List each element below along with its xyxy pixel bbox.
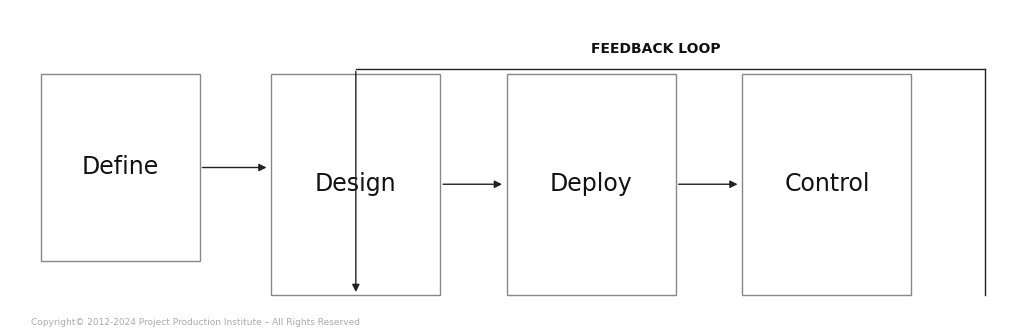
Bar — [271, 74, 440, 295]
Text: Control: Control — [784, 172, 869, 196]
Text: Define: Define — [82, 155, 159, 180]
Bar — [41, 74, 200, 261]
Text: Copyright© 2012-2024 Project Production Institute – All Rights Reserved: Copyright© 2012-2024 Project Production … — [31, 318, 359, 327]
Text: Deploy: Deploy — [550, 172, 633, 196]
Text: Design: Design — [315, 172, 396, 196]
Bar — [507, 74, 676, 295]
Bar — [742, 74, 911, 295]
Text: FEEDBACK LOOP: FEEDBACK LOOP — [591, 42, 720, 56]
